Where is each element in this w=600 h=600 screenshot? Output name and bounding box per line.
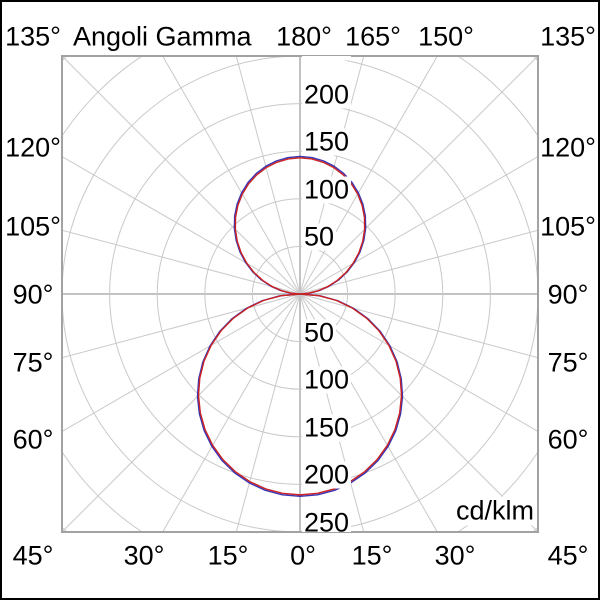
grid-spoke	[62, 293, 301, 432]
gamma-label-left: 105°	[5, 211, 61, 242]
gamma-label-left: 90°	[12, 279, 54, 310]
gamma-label-right: 135°	[540, 21, 596, 52]
grid-spoke	[62, 229, 301, 295]
grid-spoke	[235, 293, 301, 532]
gamma-label-left: 60°	[12, 424, 54, 455]
radial-tick-label: 150	[302, 412, 352, 443]
grid-circle	[204, 198, 396, 390]
gamma-label-right: 105°	[540, 211, 596, 242]
plot-border	[61, 55, 539, 533]
grid-circle	[109, 103, 491, 485]
grid-circle	[251, 245, 349, 343]
gamma-label-right: 75°	[547, 347, 589, 378]
gamma-label-top: 150°	[418, 21, 474, 52]
gamma-label-bottom: 15°	[351, 540, 393, 571]
gamma-label-right: 60°	[547, 424, 589, 455]
grid-spoke	[162, 56, 301, 295]
curve-red	[197, 157, 403, 496]
curve-blue	[196, 155, 404, 497]
radial-tick-label: 200	[302, 79, 352, 110]
grid-spoke	[299, 156, 538, 295]
gamma-label-left: 120°	[5, 132, 61, 163]
radial-tick-label: 100	[302, 364, 352, 395]
radial-tick-label: 50	[302, 317, 337, 348]
gamma-label-bottom: 15°	[207, 540, 249, 571]
radial-tick-label: 200	[302, 459, 352, 490]
gamma-label-bottom: 30°	[434, 540, 476, 571]
gamma-label-left: 45°	[12, 540, 54, 571]
gamma-label-right: 90°	[547, 279, 589, 310]
grid-spoke	[235, 56, 301, 295]
gamma-label-bottom: 30°	[123, 540, 165, 571]
grid-spoke	[62, 156, 301, 295]
grid-spoke	[299, 293, 538, 432]
chart-title: Angoli Gamma	[73, 21, 252, 52]
gamma-label-bottom: 0°	[290, 540, 316, 571]
gamma-label-left: 75°	[12, 347, 54, 378]
radial-tick-labels: cd/klm 50 50 100 100 150 150 200 200 250 250	[62, 56, 538, 532]
gamma-label-right: 120°	[540, 132, 596, 163]
radial-tick-label: 250	[302, 509, 352, 532]
gamma-label-top: 165°	[345, 21, 401, 52]
grid-spoke	[299, 293, 365, 532]
gamma-label-top: 180°	[276, 21, 332, 52]
radial-tick-label: 50	[302, 221, 337, 252]
radial-tick-label: 100	[302, 174, 352, 205]
grid-spoke	[299, 229, 538, 295]
grid-spoke	[162, 293, 301, 532]
radial-tick-label: 150	[302, 126, 352, 157]
gamma-label-right: 45°	[547, 540, 589, 571]
gamma-label-left: 135°	[5, 21, 61, 52]
grid-spoke	[62, 293, 301, 532]
grid-spoke	[299, 56, 538, 295]
unit-label: cd/klm	[452, 496, 537, 526]
grid-spoke	[62, 56, 301, 295]
radial-tick-label: 250	[302, 56, 352, 61]
grid-circle	[156, 150, 444, 438]
